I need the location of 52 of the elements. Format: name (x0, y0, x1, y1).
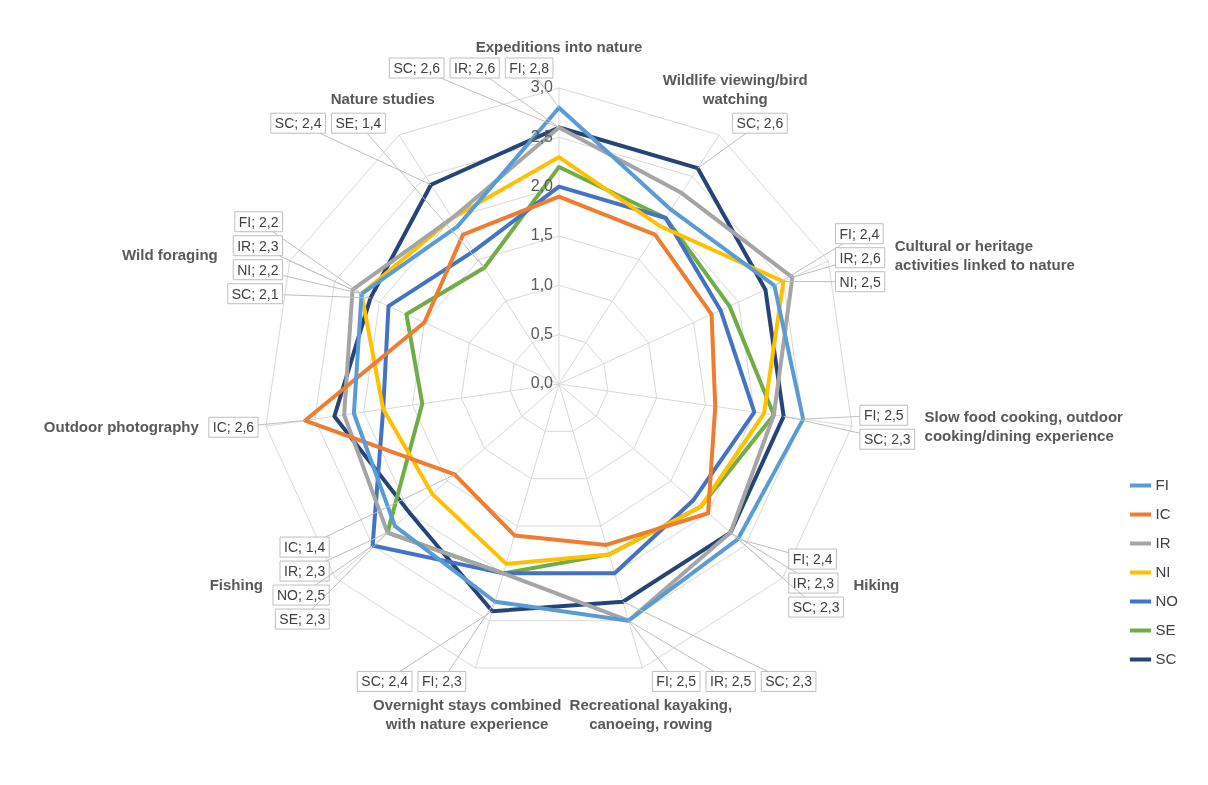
legend-label: NO (1155, 591, 1178, 609)
data-label: FI; 2,4 (839, 225, 880, 242)
data-label: IR; 2,3 (237, 237, 279, 254)
data-label: SC; 2,6 (393, 59, 441, 76)
data-label: FI; 2,2 (238, 213, 279, 230)
data-label: SE; 1,4 (335, 115, 382, 132)
data-label: FI; 2,5 (863, 407, 904, 424)
y-tick-label: 0,5 (530, 325, 554, 343)
data-label: SC; 2,3 (765, 673, 813, 690)
data-label: IR; 2,6 (454, 59, 496, 76)
data-label: FI; 2,5 (656, 673, 697, 690)
y-tick-label: 1,0 (530, 275, 554, 293)
spoke-label: Outdoor photography (43, 417, 200, 435)
legend-label: NI (1155, 562, 1171, 580)
spoke-label: Overnight stays combined with nature experience (372, 695, 562, 732)
data-label: SC; 2,4 (361, 673, 409, 690)
spoke-label: Hiking (853, 575, 900, 593)
y-tick-label: 3,0 (530, 78, 554, 96)
spoke-label: Nature studies (330, 89, 435, 107)
data-label: IR; 2,3 (792, 574, 835, 591)
y-tick-label: 1,5 (530, 226, 554, 244)
legend-label: IC (1155, 504, 1171, 522)
data-label: SE; 2,3 (279, 610, 326, 627)
data-label: SC; 2,4 (274, 115, 322, 132)
data-label: SC; 2,1 (231, 285, 279, 302)
y-tick-label: 2,5 (530, 127, 554, 145)
legend-label: IR (1155, 533, 1171, 551)
data-label: IR; 2,5 (710, 673, 752, 690)
data-label: NI; 2,5 (839, 273, 881, 290)
y-tick-label: 0,0 (530, 374, 554, 392)
legend-label: FI (1155, 475, 1169, 493)
spoke-label: Fishing (209, 575, 264, 593)
spoke-label: Expeditions into nature (475, 38, 643, 56)
data-label: FI; 2,4 (792, 550, 833, 567)
spoke-label: Slow food cooking, outdoor cooking/dining experience (924, 408, 1124, 445)
data-label: IR; 2,6 (839, 249, 881, 266)
data-label: SC; 2,6 (736, 115, 784, 132)
data-label: IC; 1,4 (284, 538, 326, 555)
data-label: IC; 2,6 (212, 419, 255, 436)
data-label: NI; 2,2 (237, 261, 279, 278)
data-label: SC; 2,3 (863, 431, 911, 448)
spoke-label: Wildlife viewing/bird watching (662, 70, 808, 107)
spoke-label: Cultural or heritage activities linked to nature (894, 236, 1075, 273)
spoke-label: Recreational kayaking, canoeing, rowing (569, 695, 733, 732)
data-label: FI; 2,3 (421, 673, 462, 690)
data-label: NO; 2,5 (277, 586, 326, 603)
data-label: FI; 2,8 (509, 59, 550, 76)
legend-label: SC (1155, 649, 1177, 667)
spoke-label: Wild foraging (122, 246, 218, 264)
data-label: SC; 2,3 (792, 598, 840, 615)
legend-label: SE (1155, 620, 1176, 638)
data-label: IR; 2,3 (284, 562, 326, 579)
